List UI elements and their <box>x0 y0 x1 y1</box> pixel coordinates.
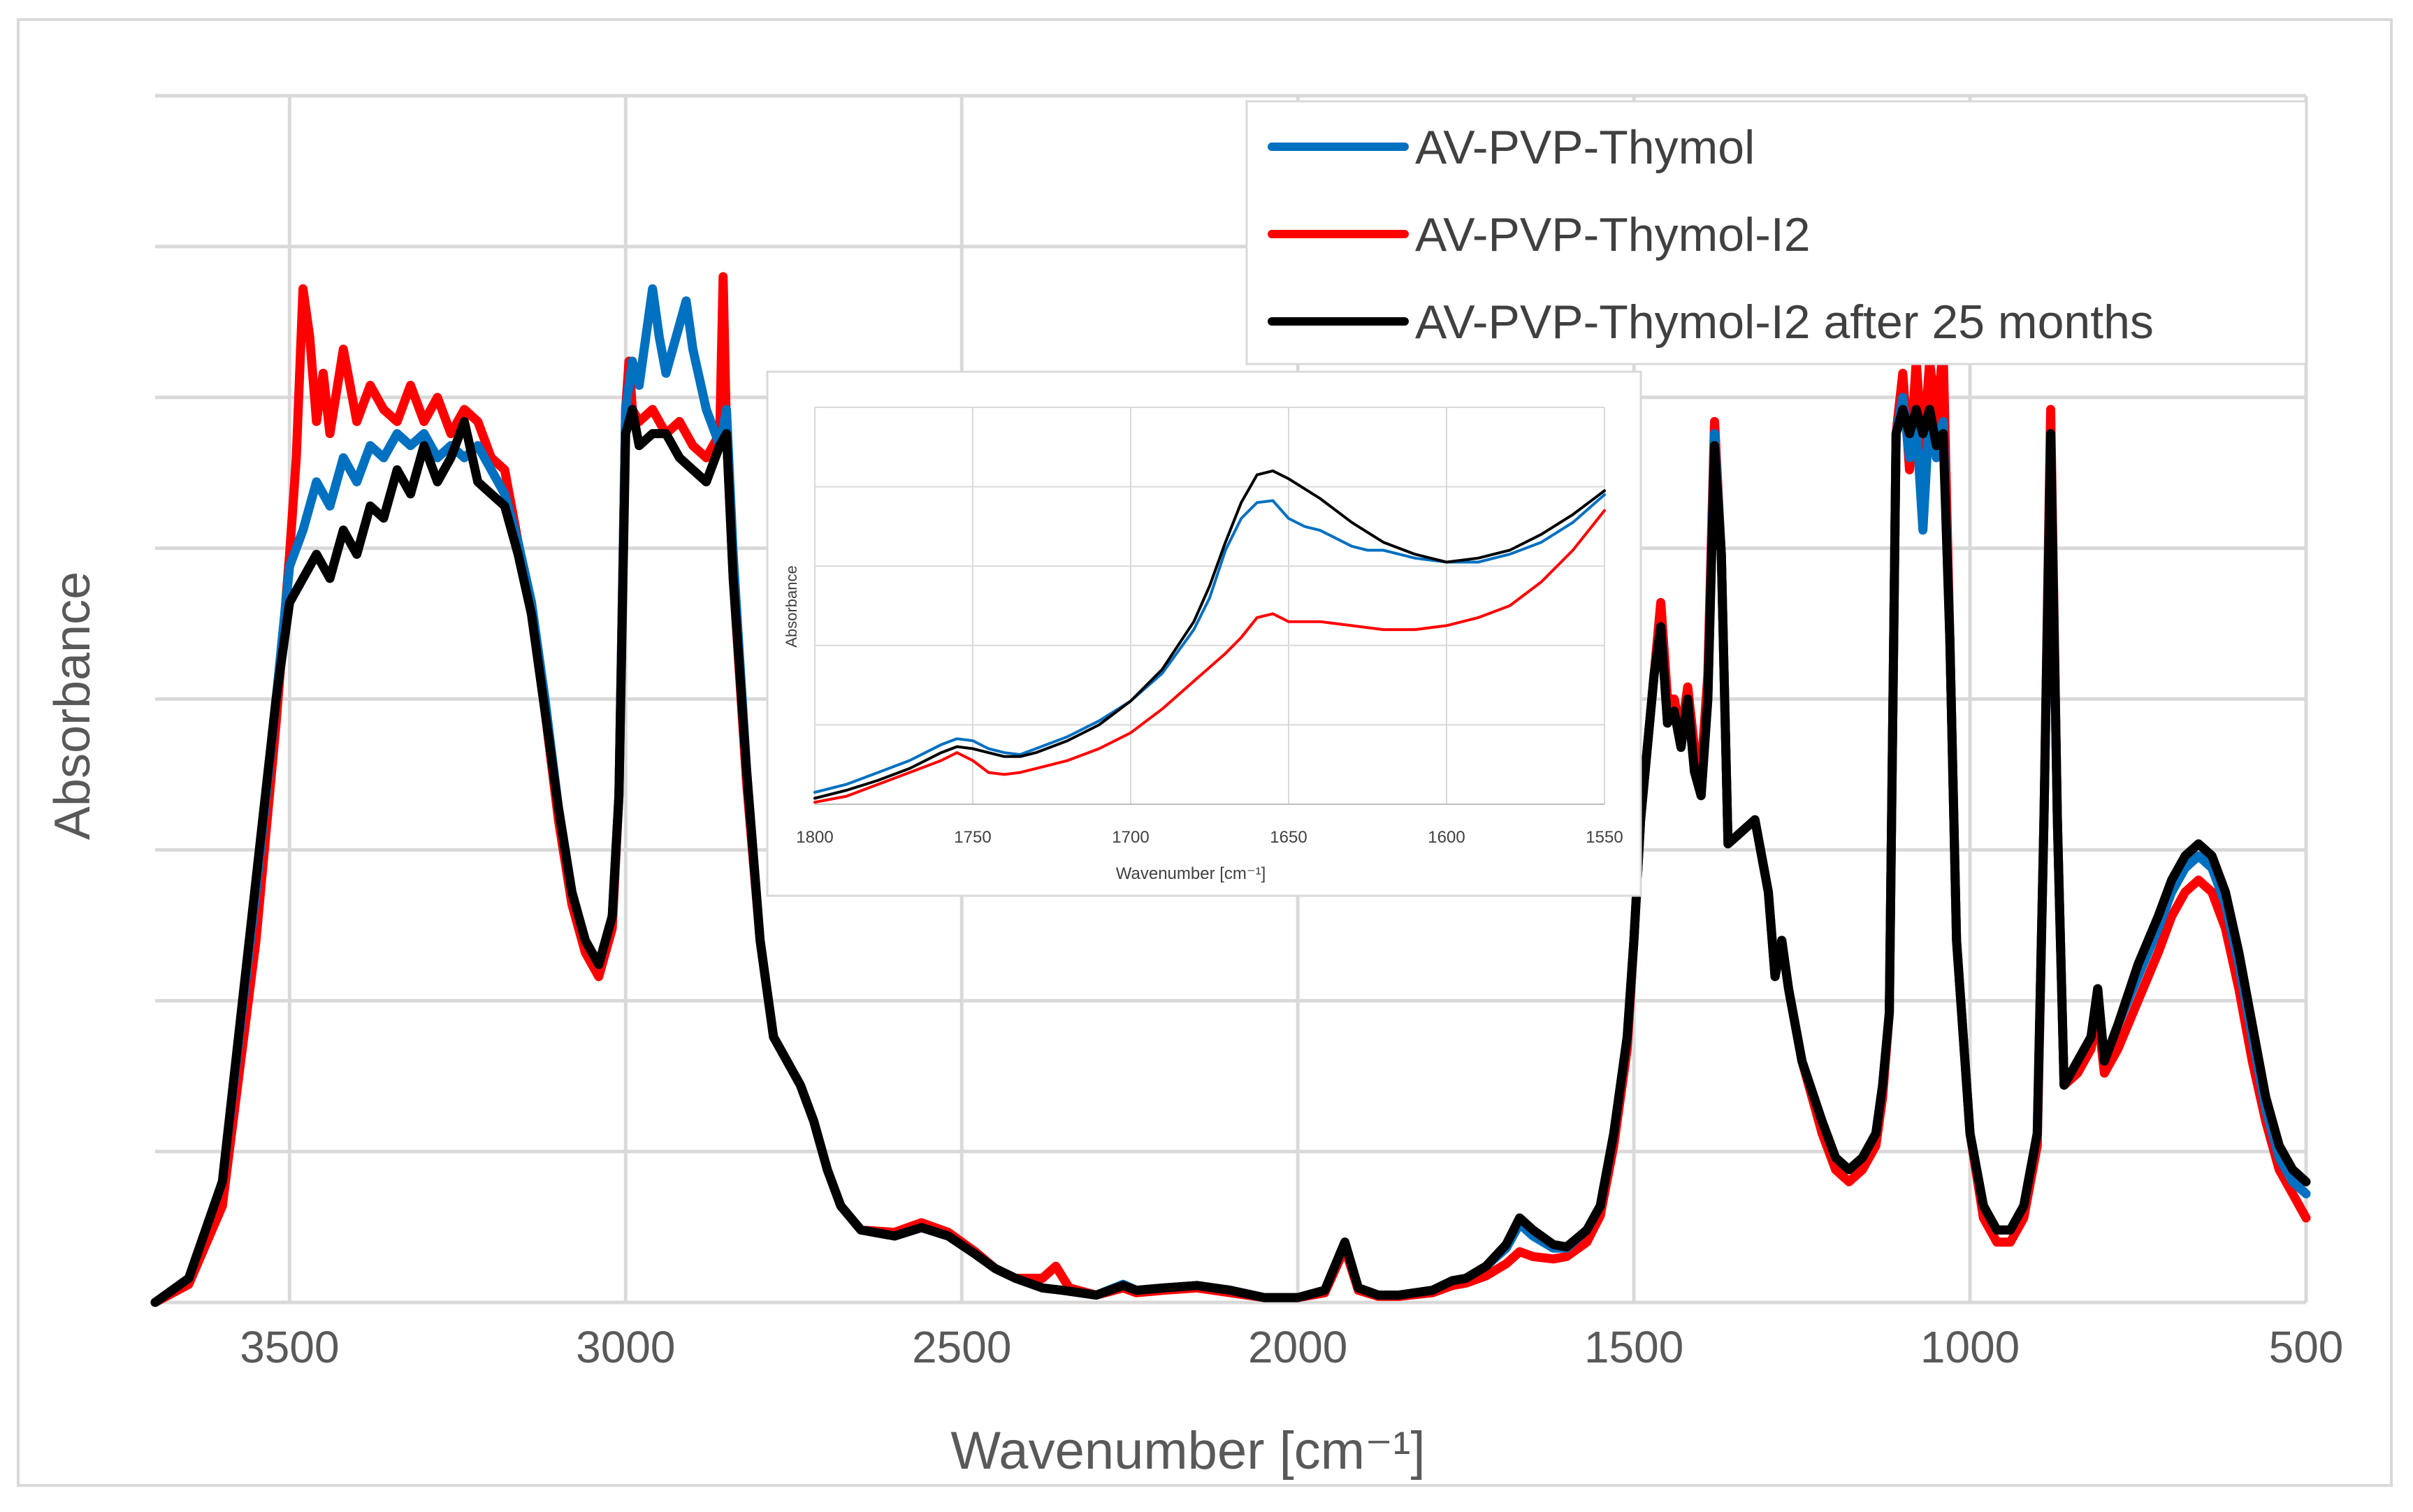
inset-series-lines <box>813 469 1606 804</box>
x-tick-label: 1600 <box>1428 828 1465 847</box>
inset-gridlines <box>814 407 1605 805</box>
legend-label: AV-PVP-Thymol-I2 <box>1415 208 1811 261</box>
legend-items: AV-PVP-Thymol AV-PVP-Thymol-I2 AV-PVP-Thym… <box>1268 121 2154 349</box>
legend: AV-PVP-Thymol AV-PVP-Thymol-I2 AV-PVP-Thym… <box>1245 100 2307 365</box>
x-tick-label: 1500 <box>1584 1322 1683 1372</box>
series-line-0 <box>813 493 1606 794</box>
main-series-lines <box>150 272 2311 1307</box>
inset-chart: 1800 1750 1700 1650 1600 1550 Absorbance Wave… <box>766 370 1642 897</box>
legend-label: AV-PVP-Thymol-I2 after 25 months <box>1415 296 2154 349</box>
x-tick-label: 1650 <box>1270 828 1307 847</box>
main-x-axis-label: Wavenumber [cm⁻¹] <box>950 1421 1425 1481</box>
x-tick-label: 2500 <box>912 1322 1011 1372</box>
inset-x-axis-label: Wavenumber [cm⁻¹] <box>1116 864 1266 883</box>
inset-frame <box>766 370 1642 897</box>
x-tick-label: 1750 <box>954 828 991 847</box>
series-line-2 <box>150 405 2311 1307</box>
series-line-2 <box>813 469 1606 800</box>
x-tick-label: 500 <box>2269 1322 2344 1372</box>
legend-label: AV-PVP-Thymol <box>1415 121 1755 174</box>
main-y-axis-label: Absorbance <box>45 572 101 840</box>
x-tick-label: 3000 <box>576 1322 675 1372</box>
series-line-1 <box>813 509 1606 804</box>
x-tick-label: 1000 <box>1920 1322 2020 1372</box>
x-tick-label: 1700 <box>1112 828 1149 847</box>
legend-box <box>1245 100 2307 365</box>
x-tick-label: 2000 <box>1248 1322 1347 1372</box>
x-tick-label: 1550 <box>1586 828 1623 847</box>
main-x-tick-labels: 3500 3000 2500 2000 1500 1000 500 <box>240 1322 2343 1372</box>
x-tick-label: 1800 <box>796 828 833 847</box>
x-tick-label: 3500 <box>240 1322 339 1372</box>
inset-x-tick-labels: 1800 1750 1700 1650 1600 1550 <box>796 828 1623 847</box>
inset-y-axis-label: Absorbance <box>783 565 800 647</box>
